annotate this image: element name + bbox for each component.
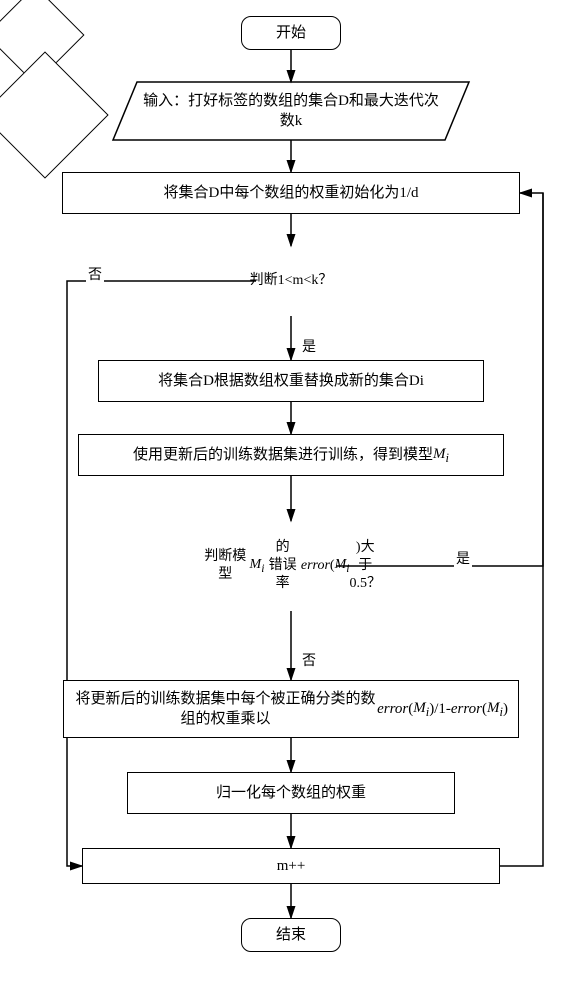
node-end: 结束 [241, 918, 341, 952]
edge-label-cond1_no: 否 [86, 264, 104, 284]
node-norm: 归一化每个数组的权重 [127, 772, 455, 814]
node-init: 将集合D中每个数组的权重初始化为1/d [62, 172, 520, 214]
node-update: 将更新后的训练数据集中每个被正确分类的数组的权重乘以error(Mi)/1-er… [63, 680, 519, 738]
node-cond2-label: 判断模型Mi的错误率error(Mi)大于0.5？ [201, 508, 381, 625]
node-cond2 [0, 51, 109, 178]
node-train: 使用更新后的训练数据集进行训练，得到模型Mi [78, 434, 504, 476]
node-start: 开始 [241, 16, 341, 50]
edge-label-cond2_yes: 是 [454, 548, 472, 568]
flowchart-canvas: 开始输入：打好标签的数组的集合D和最大迭代次数k 将集合D中每个数组的权重初始化为… [0, 0, 582, 1000]
node-input: 输入：打好标签的数组的集合D和最大迭代次数k [113, 82, 469, 140]
node-replace: 将集合D根据数组权重替换成新的集合Di [98, 360, 484, 402]
edge-label-cond2_no: 否 [300, 650, 318, 670]
node-cond1-label: 判断1<m<k？ [221, 236, 361, 327]
node-inc: m++ [82, 848, 500, 884]
edge-label-cond1_yes: 是 [300, 336, 318, 356]
